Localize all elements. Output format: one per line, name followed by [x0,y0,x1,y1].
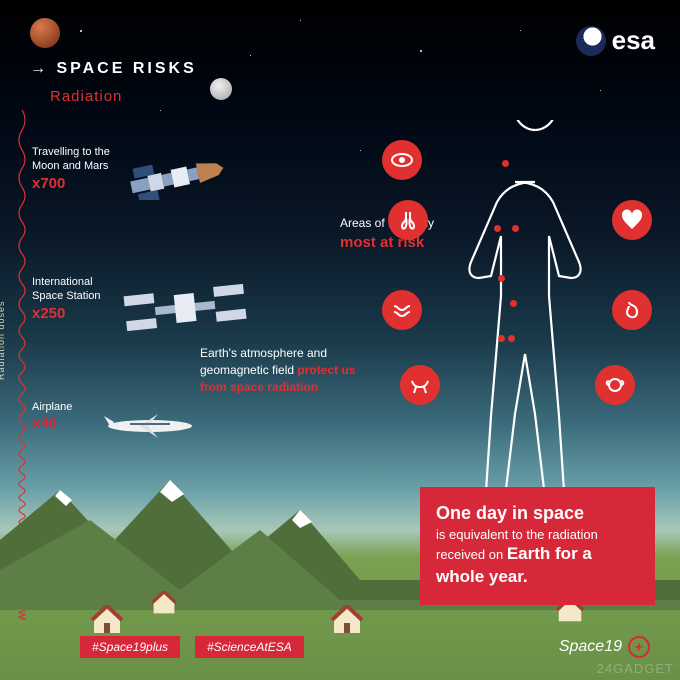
caption-line: Earth's atmosphere and [200,346,327,360]
organ-dot [498,335,505,342]
callout-line1: One day in space [436,501,639,525]
intestine-icon [382,290,422,330]
hashtag-a: #Space19plus [80,636,180,658]
dose-multiplier: x250 [32,304,101,324]
star [420,50,422,52]
callout-line: is equivalent to the radiation [436,527,598,542]
star [520,30,521,31]
moon-icon [210,78,232,100]
airplane-icon [100,408,200,440]
callout-box: One day in space is equivalent to the ra… [420,487,655,605]
page-subtitle: Radiation [50,88,122,105]
callout-line: received on [436,547,503,562]
mars-icon [30,18,60,48]
footer-brand: Space19 [559,636,650,658]
star [600,90,601,91]
footer-brand-text: Space19 [559,638,622,656]
hashtag-b: #ScienceAtESA [195,636,304,658]
dose-label: Airplane [32,401,72,413]
dose-label: International [32,276,93,288]
esa-logo: esa [576,25,655,56]
caption-line: geomagnetic field [200,363,294,377]
dose-iss: International Space Station x250 [32,275,101,323]
heart-icon [612,200,652,240]
organ-dot [498,275,505,282]
watermark: 24GADGET [597,661,674,676]
callout-emph: whole year. [436,567,528,586]
organ-dot [508,335,515,342]
star [360,150,361,151]
dose-label: Moon and Mars [32,160,108,172]
organ-dot [502,160,509,167]
dose-label: Space Station [32,290,101,302]
house-icon [330,605,364,640]
dose-label: Travelling to the [32,146,110,158]
axis-label: Radiation doses [0,300,6,380]
organ-dot [510,300,517,307]
stomach-icon [612,290,652,330]
dose-moon-mars: Travelling to the Moon and Mars x700 [32,145,110,193]
house-icon [150,591,178,620]
dose-multiplier: x700 [32,174,110,194]
lungs-icon [388,200,428,240]
esa-logo-text: esa [612,25,655,56]
spacecraft-icon [120,150,250,200]
star [160,110,161,111]
dose-multiplier: x40 [32,414,72,434]
reproductive-icon [595,365,635,405]
caption-emph: protect us [297,363,355,377]
atmosphere-caption: Earth's atmosphere and geomagnetic field… [200,345,355,395]
star [80,30,82,32]
pelvis-icon [400,365,440,405]
esa-roundel-icon [576,26,606,56]
house-icon [90,605,124,640]
callout-emph: Earth for a [507,544,592,563]
footer-roundel-icon [628,636,650,658]
dose-airplane: Airplane x40 [32,400,72,434]
star [300,20,301,21]
iss-icon [120,280,250,335]
organ-dot [512,225,519,232]
organ-dot [494,225,501,232]
page-title: SPACE RISKS [30,60,197,78]
eye-icon [382,140,422,180]
star [250,55,251,56]
caption-emph: from space radiation [200,380,318,394]
